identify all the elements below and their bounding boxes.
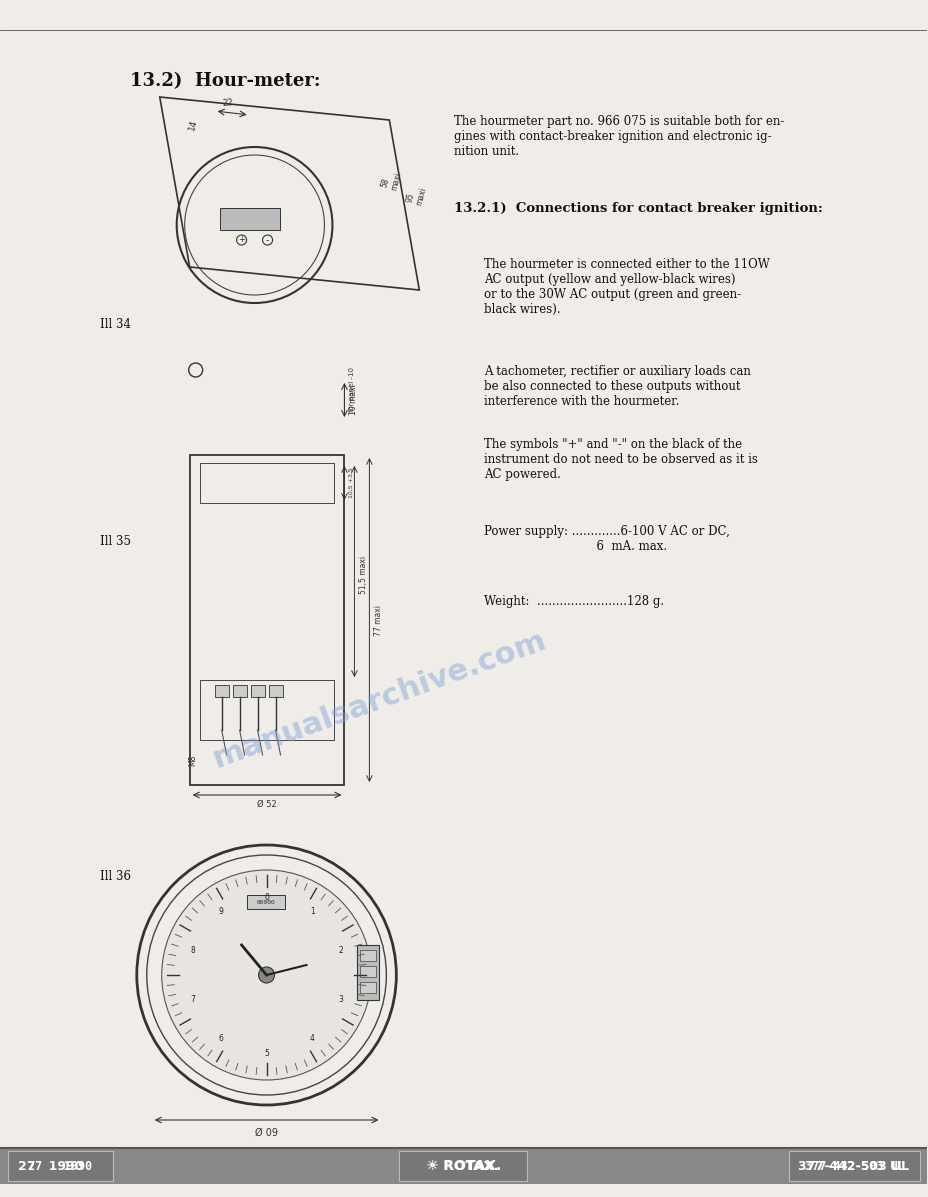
Text: 3: 3 <box>338 995 342 1003</box>
Bar <box>0 1148 926 1184</box>
Text: 27   1990: 27 1990 <box>28 1160 92 1173</box>
Text: 7: 7 <box>190 995 195 1003</box>
Text: Weight:  ........................128 g.: Weight: ........................128 g. <box>483 595 664 608</box>
Text: 00000: 00000 <box>256 899 275 905</box>
Bar <box>268 685 282 697</box>
Text: ☀ ROTAX.: ☀ ROTAX. <box>425 1159 500 1173</box>
Bar <box>360 966 376 977</box>
Text: 27   1990: 27 1990 <box>18 1160 84 1173</box>
Text: Ill 36: Ill 36 <box>99 870 131 883</box>
Bar <box>200 680 334 740</box>
Text: Ø 09: Ø 09 <box>255 1128 277 1138</box>
Text: 377-442-503 UL: 377-442-503 UL <box>804 1160 904 1173</box>
Text: M8: M8 <box>188 754 197 766</box>
Text: 95
maxi: 95 maxi <box>404 183 428 207</box>
Bar <box>357 944 379 999</box>
Text: 10,5 +3,5: 10,5 +3,5 <box>348 468 353 498</box>
Bar <box>232 685 246 697</box>
Bar <box>189 455 344 785</box>
Text: The hourmeter is connected either to the 11OW
AC output (yellow and yellow-black: The hourmeter is connected either to the… <box>483 259 769 316</box>
Text: 1: 1 <box>310 907 315 917</box>
Text: 0: 0 <box>264 893 269 901</box>
Text: 58
maxi: 58 maxi <box>379 169 403 192</box>
Text: 14: 14 <box>187 119 199 132</box>
Bar <box>8 1152 112 1181</box>
Bar <box>200 463 334 503</box>
Text: 13.2)  Hour-meter:: 13.2) Hour-meter: <box>130 72 320 90</box>
Circle shape <box>258 967 275 983</box>
Text: -: - <box>265 235 269 245</box>
Bar <box>360 950 376 961</box>
Bar <box>399 1152 526 1181</box>
Bar <box>219 208 279 230</box>
Text: Power supply: .............6-100 V AC or DC,
                              6  mA: Power supply: .............6-100 V AC or… <box>483 525 729 553</box>
Text: 22: 22 <box>222 98 233 108</box>
Text: 2: 2 <box>338 947 342 955</box>
Text: 77 maxi: 77 maxi <box>374 604 383 636</box>
Text: Ill 35: Ill 35 <box>99 535 131 548</box>
Text: 9: 9 <box>218 907 223 917</box>
Text: 6: 6 <box>218 1033 223 1043</box>
Text: The symbols "+" and "-" on the black of the
instrument do not need to be observe: The symbols "+" and "-" on the black of … <box>483 438 757 481</box>
Text: 13.2.1)  Connections for contact breaker ignition:: 13.2.1) Connections for contact breaker … <box>454 202 822 215</box>
Bar <box>246 895 284 909</box>
Text: Ill 34: Ill 34 <box>99 318 131 332</box>
Text: 377-442-503 UL: 377-442-503 UL <box>797 1160 909 1173</box>
Text: 10 maxi: 10 maxi <box>349 384 358 415</box>
Text: for panel -10: for panel -10 <box>349 367 355 413</box>
Text: +: + <box>238 236 245 244</box>
Text: 5: 5 <box>264 1049 269 1057</box>
Bar <box>214 685 228 697</box>
Circle shape <box>161 870 371 1080</box>
Text: Ø 52: Ø 52 <box>256 800 277 809</box>
Text: ☀ ROTAX.: ☀ ROTAX. <box>427 1160 498 1173</box>
Bar <box>251 685 264 697</box>
Bar <box>788 1152 920 1181</box>
Bar <box>360 982 376 994</box>
Text: 4: 4 <box>310 1033 315 1043</box>
Text: A tachometer, rectifier or auxiliary loads can
be also connected to these output: A tachometer, rectifier or auxiliary loa… <box>483 365 750 408</box>
Text: 8: 8 <box>190 947 195 955</box>
Text: 51,5 maxi: 51,5 maxi <box>359 555 368 594</box>
Text: The hourmeter part no. 966 075 is suitable both for en-
gines with contact-break: The hourmeter part no. 966 075 is suitab… <box>454 115 784 158</box>
Text: manualsarchive.com: manualsarchive.com <box>208 626 549 774</box>
